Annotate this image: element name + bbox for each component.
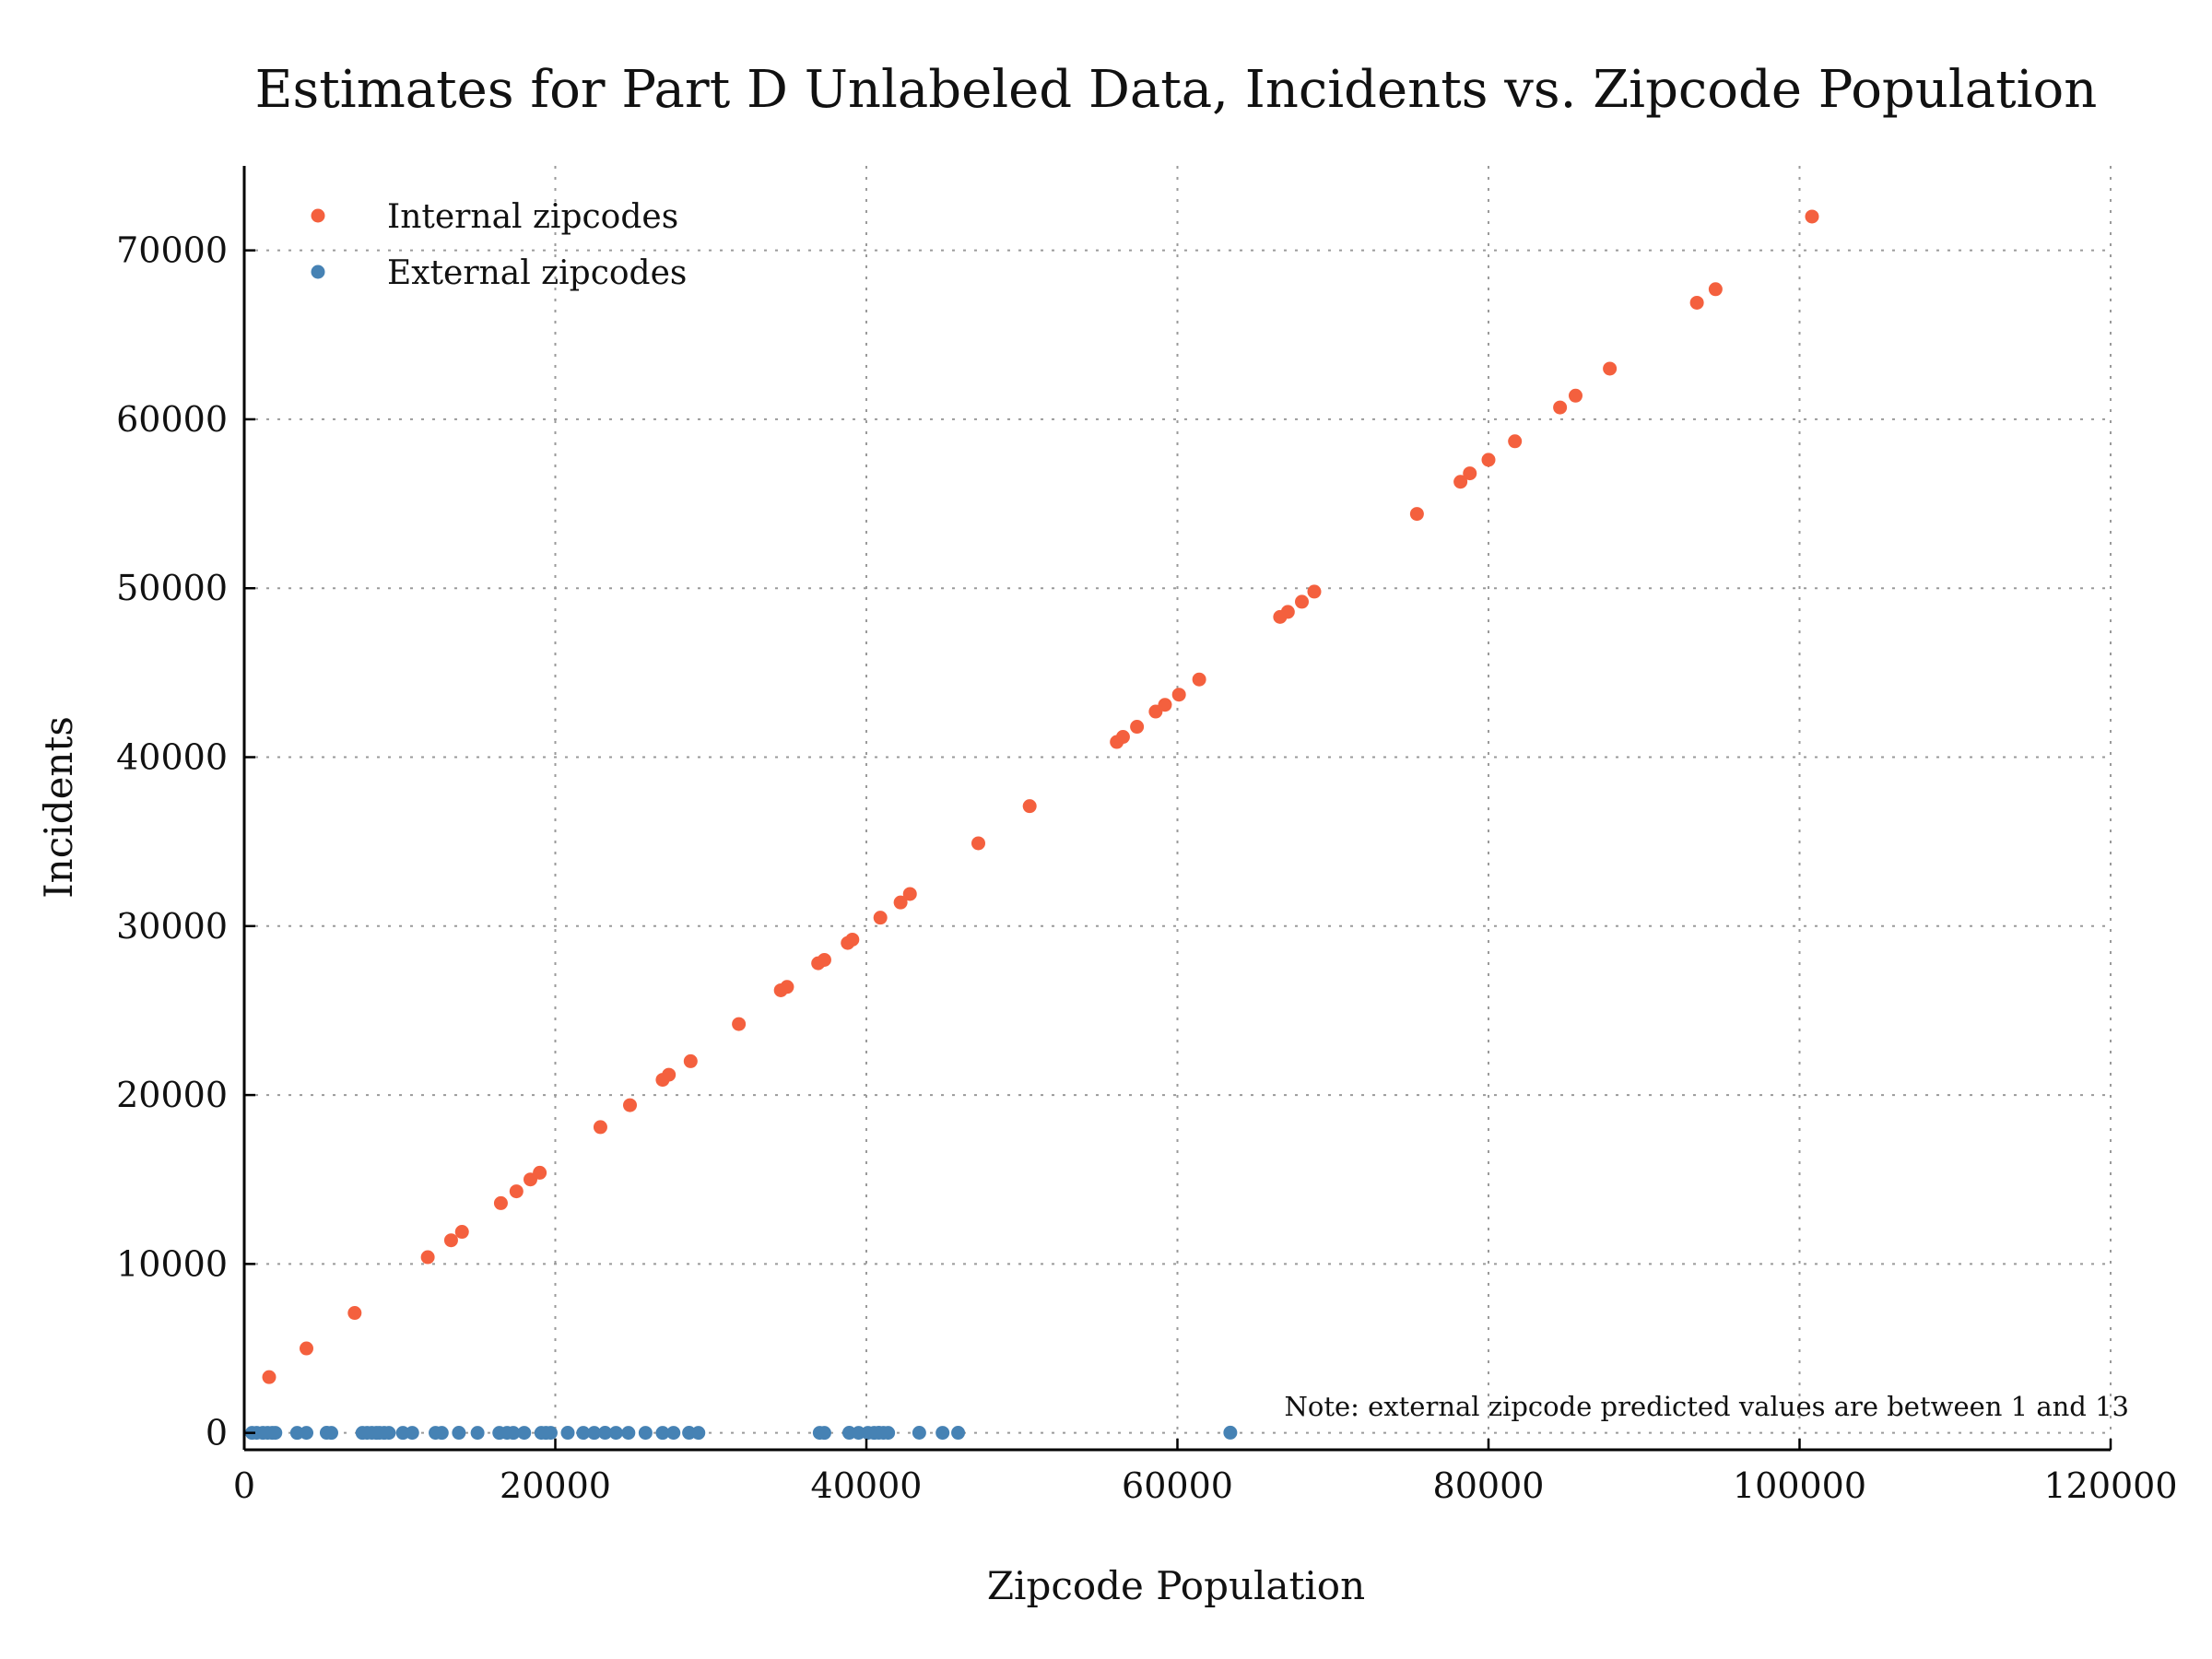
external-zipcode-point [324, 1426, 338, 1441]
external-zipcode-point [691, 1426, 706, 1441]
external-zipcode-point [470, 1426, 485, 1441]
legend-label-external: External zipcodes [387, 254, 687, 292]
external-zipcode-point [951, 1426, 966, 1441]
internal-zipcode-point [1708, 282, 1723, 297]
internal-zipcode-point [732, 1017, 747, 1031]
external-zipcode-point [452, 1426, 466, 1441]
x-tick-label: 120000 [2043, 1465, 2177, 1506]
external-zipcode-point [587, 1426, 602, 1441]
internal-zipcode-point [420, 1250, 435, 1265]
external-zipcode-point [655, 1426, 670, 1441]
internal-zipcode-point [1481, 453, 1496, 467]
external-zipcode-point [560, 1426, 575, 1441]
internal-zipcode-point [593, 1120, 607, 1135]
internal-zipcode-point [845, 932, 860, 947]
internal-zipcode-point [1463, 466, 1477, 481]
external-zipcode-point [300, 1426, 313, 1441]
internal-zipcode-point [873, 911, 888, 925]
x-tick-label: 20000 [500, 1465, 611, 1506]
internal-zipcode-point [662, 1067, 677, 1082]
internal-zipcode-point [1022, 799, 1037, 814]
internal-zipcode-point [683, 1053, 698, 1068]
external-zipcode-point [576, 1426, 591, 1441]
external-zipcode-point [1223, 1425, 1238, 1440]
legend-marker-internal [311, 208, 325, 223]
internal-zipcode-point [1130, 720, 1145, 735]
internal-zipcode-point [1115, 730, 1130, 745]
internal-zipcode-point [1508, 434, 1523, 449]
external-zipcode-point [598, 1426, 612, 1441]
internal-zipcode-point [1307, 584, 1322, 599]
external-zipcode-point [517, 1426, 532, 1441]
external-zipcode-point [405, 1426, 419, 1441]
y-tick-label: 60000 [116, 399, 228, 440]
external-zipcode-point [268, 1426, 283, 1441]
chart-annotation-note: Note: external zipcode predicted values … [1285, 1391, 2130, 1422]
y-tick-label: 20000 [116, 1075, 228, 1115]
external-zipcode-point [881, 1426, 896, 1441]
internal-zipcode-point [1553, 400, 1568, 415]
internal-zipcode-point [454, 1225, 469, 1240]
x-tick-label: 0 [233, 1465, 255, 1506]
internal-zipcode-point [1603, 361, 1618, 376]
legend: Internal zipcodes External zipcodes [311, 198, 687, 292]
internal-zipcode-point [780, 980, 794, 994]
internal-zipcode-point [443, 1233, 458, 1248]
grid-lines [244, 166, 2112, 1450]
legend-marker-external [311, 265, 325, 279]
x-axis-label: Zipcode Population [987, 1563, 1365, 1608]
external-zipcode-point [817, 1426, 831, 1441]
internal-zipcode-point [902, 887, 917, 901]
data-points [244, 209, 1819, 1441]
external-zipcode-point [434, 1426, 449, 1441]
y-tick-label: 10000 [116, 1243, 228, 1284]
internal-zipcode-point [1192, 672, 1206, 687]
internal-zipcode-point [493, 1195, 508, 1210]
internal-zipcode-point [347, 1306, 362, 1321]
internal-zipcode-point [817, 952, 831, 967]
x-tick-label: 40000 [811, 1465, 923, 1506]
internal-zipcode-point [533, 1165, 547, 1180]
external-zipcode-point [935, 1426, 950, 1441]
y-tick-label: 50000 [116, 568, 228, 608]
external-zipcode-point [382, 1426, 396, 1441]
internal-zipcode-point [1569, 388, 1583, 403]
chart-title: Estimates for Part D Unlabeled Data, Inc… [255, 60, 2098, 120]
internal-zipcode-point [1689, 295, 1704, 310]
internal-zipcode-point [1158, 698, 1172, 712]
internal-zipcode-point [623, 1098, 637, 1112]
external-zipcode-point [912, 1426, 926, 1441]
x-tick-label: 60000 [1122, 1465, 1233, 1506]
x-tick-label: 100000 [1733, 1465, 1866, 1506]
internal-zipcode-point [1280, 605, 1295, 619]
x-axis-ticks: 0 20000 40000 60000 80000 100000 120000 [233, 1439, 2178, 1506]
external-zipcode-point [543, 1426, 558, 1441]
internal-zipcode-point [1409, 507, 1424, 522]
external-zipcode-point [638, 1426, 653, 1441]
internal-zipcode-point [262, 1370, 276, 1384]
y-tick-label: 40000 [116, 737, 228, 778]
y-tick-label: 70000 [116, 230, 228, 271]
y-axis-label: Incidents [36, 716, 81, 899]
internal-zipcode-point [1453, 475, 1468, 489]
external-zipcode-point [666, 1426, 681, 1441]
internal-zipcode-point [509, 1184, 524, 1199]
internal-zipcode-point [300, 1341, 313, 1356]
legend-label-internal: Internal zipcodes [387, 198, 678, 236]
x-tick-label: 80000 [1433, 1465, 1545, 1506]
external-zipcode-point [506, 1426, 521, 1441]
internal-zipcode-point [971, 836, 985, 851]
external-zipcode-point [608, 1426, 623, 1441]
y-tick-label: 30000 [116, 906, 228, 947]
internal-zipcode-point [1295, 594, 1309, 609]
external-zipcode-point [621, 1426, 636, 1441]
y-tick-label: 0 [206, 1413, 228, 1453]
internal-zipcode-point [893, 895, 908, 910]
y-axis-ticks: 0 10000 20000 30000 40000 50000 60000 70000 [116, 230, 255, 1453]
internal-zipcode-point [1171, 688, 1186, 702]
internal-zipcode-point [1805, 209, 1819, 224]
